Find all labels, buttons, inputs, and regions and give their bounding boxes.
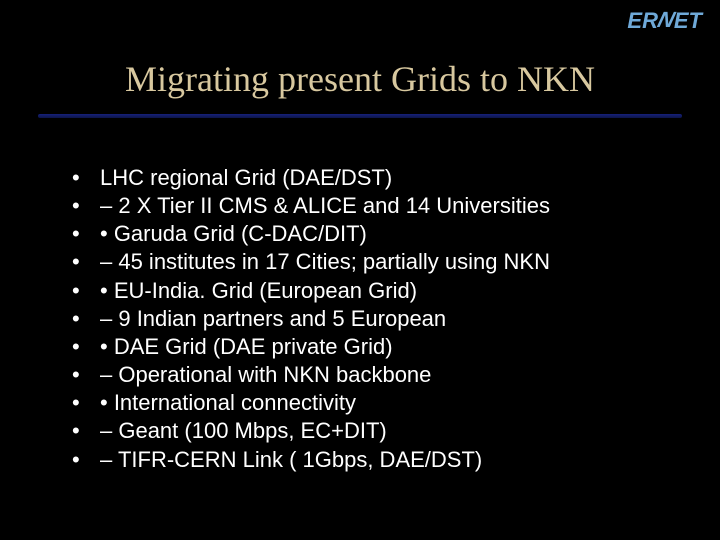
list-item-text: – Operational with NKN backbone: [100, 361, 680, 389]
list-item: • • EU-India. Grid (European Grid): [72, 277, 680, 305]
list-item-text: – Geant (100 Mbps, EC+DIT): [100, 417, 680, 445]
list-item: • – Operational with NKN backbone: [72, 361, 680, 389]
list-item: • – Geant (100 Mbps, EC+DIT): [72, 417, 680, 445]
slide: ERNET Migrating present Grids to NKN • L…: [0, 0, 720, 540]
list-item-text: • International connectivity: [100, 389, 680, 417]
list-item-text: • DAE Grid (DAE private Grid): [100, 333, 680, 361]
bullet-icon: •: [72, 277, 100, 305]
bullet-icon: •: [72, 361, 100, 389]
list-item: • – 9 Indian partners and 5 European: [72, 305, 680, 333]
list-item-text: – TIFR-CERN Link ( 1Gbps, DAE/DST): [100, 446, 680, 474]
list-item-text: LHC regional Grid (DAE/DST): [100, 164, 680, 192]
list-item-text: • Garuda Grid (C-DAC/DIT): [100, 220, 680, 248]
list-item: • – TIFR-CERN Link ( 1Gbps, DAE/DST): [72, 446, 680, 474]
logo-text: ERNET: [627, 8, 702, 33]
list-item: • • International connectivity: [72, 389, 680, 417]
list-item-text: – 2 X Tier II CMS & ALICE and 14 Univers…: [100, 192, 680, 220]
list-item: • – 45 institutes in 17 Cities; partiall…: [72, 248, 680, 276]
list-item-text: • EU-India. Grid (European Grid): [100, 277, 680, 305]
list-item: • • Garuda Grid (C-DAC/DIT): [72, 220, 680, 248]
list-item-text: – 45 institutes in 17 Cities; partially …: [100, 248, 680, 276]
list-item-text: – 9 Indian partners and 5 European: [100, 305, 680, 333]
bullet-icon: •: [72, 248, 100, 276]
bullet-icon: •: [72, 220, 100, 248]
bullet-icon: •: [72, 192, 100, 220]
slide-title: Migrating present Grids to NKN: [0, 58, 720, 100]
list-item: • – 2 X Tier II CMS & ALICE and 14 Unive…: [72, 192, 680, 220]
bullet-icon: •: [72, 305, 100, 333]
bullet-icon: •: [72, 417, 100, 445]
logo: ERNET: [627, 8, 702, 34]
bullet-list: • LHC regional Grid (DAE/DST) • – 2 X Ti…: [72, 164, 680, 474]
bullet-icon: •: [72, 333, 100, 361]
title-divider: [38, 114, 682, 118]
bullet-icon: •: [72, 389, 100, 417]
list-item: • • DAE Grid (DAE private Grid): [72, 333, 680, 361]
bullet-icon: •: [72, 446, 100, 474]
list-item: • LHC regional Grid (DAE/DST): [72, 164, 680, 192]
bullet-icon: •: [72, 164, 100, 192]
